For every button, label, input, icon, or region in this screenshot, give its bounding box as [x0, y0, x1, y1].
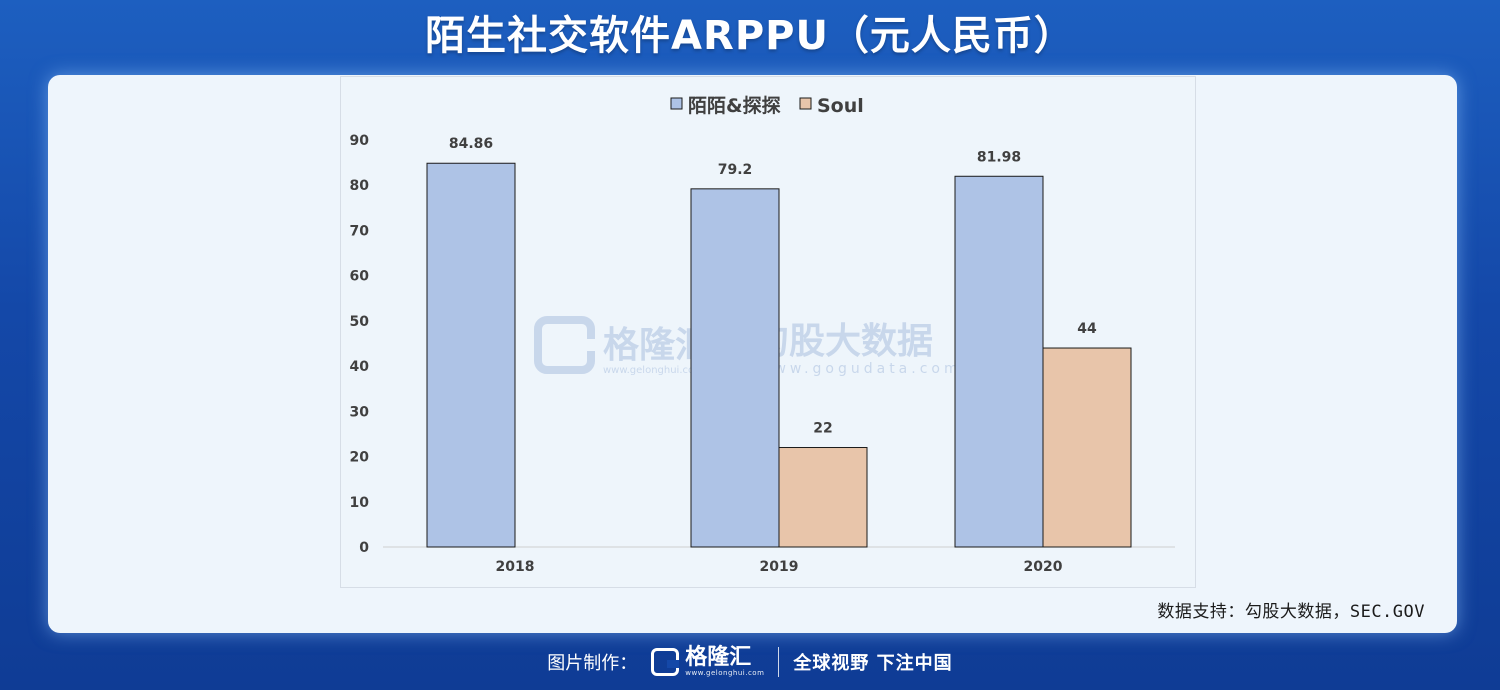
- footer-slogan: 全球视野 下注中国: [793, 653, 953, 674]
- x-tick-label: 2018: [496, 559, 535, 575]
- bar-momo-tantan-2018: [426, 162, 516, 548]
- watermark-left-url: www.gelonghui.com: [603, 365, 704, 376]
- chart-panel: 格隆汇 www.gelonghui.com 勾股大数据 www.gogudata…: [48, 75, 1457, 633]
- bar-soul-2019: [778, 447, 868, 548]
- footer-logo-url: www.gelonghui.com: [685, 669, 765, 677]
- y-tick-label: 0: [359, 540, 369, 556]
- y-tick-label: 40: [350, 359, 370, 375]
- y-tick-label: 70: [350, 223, 370, 239]
- footer: 图片制作： 格隆汇 www.gelonghui.com 全球视野 下注中国: [0, 640, 1500, 684]
- watermark-right-name: 勾股大数据: [753, 321, 933, 362]
- data-label: 44: [1077, 321, 1097, 337]
- gelonghui-logo-icon: [651, 648, 680, 676]
- chart-frame: 格隆汇 www.gelonghui.com 勾股大数据 www.gogudata…: [340, 76, 1196, 588]
- y-tick-label: 50: [350, 314, 370, 330]
- x-tick-label: 2019: [760, 559, 799, 575]
- legend-label: Soul: [817, 95, 864, 117]
- footer-logo: 格隆汇 www.gelonghui.com: [651, 647, 764, 677]
- legend-swatch: [670, 97, 683, 110]
- watermark-logo-icon: [534, 316, 595, 374]
- bar-soul-2020: [1042, 347, 1132, 548]
- y-tick-label: 20: [350, 450, 370, 466]
- data-label: 81.98: [977, 149, 1021, 165]
- y-tick-label: 10: [350, 495, 370, 511]
- bar-momo-tantan-2019: [690, 188, 780, 548]
- data-label: 22: [813, 421, 832, 437]
- bar-chart: 格隆汇 www.gelonghui.com 勾股大数据 www.gogudata…: [350, 95, 1175, 575]
- source-note: 数据支持：勾股大数据，SEC.GOV: [1157, 602, 1425, 622]
- y-tick-label: 90: [350, 133, 370, 149]
- footer-logo-text: 格隆汇: [685, 645, 752, 670]
- watermark-logo-cut: [567, 339, 597, 351]
- watermark-right-url: www.gogudata.com: [759, 361, 962, 377]
- y-tick-label: 80: [350, 178, 370, 194]
- footer-divider: [778, 647, 780, 677]
- y-tick-label: 60: [350, 269, 370, 285]
- legend-label: 陌陌&探探: [688, 95, 781, 117]
- bar-momo-tantan-2020: [954, 175, 1044, 548]
- page-title: 陌生社交软件ARPPU（元人民币）: [425, 13, 1075, 59]
- y-tick-label: 30: [350, 404, 370, 420]
- data-label: 79.2: [718, 162, 753, 178]
- x-tick-label: 2020: [1024, 559, 1063, 575]
- footer-credit: 图片制作：: [547, 653, 638, 674]
- legend-swatch: [799, 97, 812, 110]
- data-label: 84.86: [449, 136, 493, 152]
